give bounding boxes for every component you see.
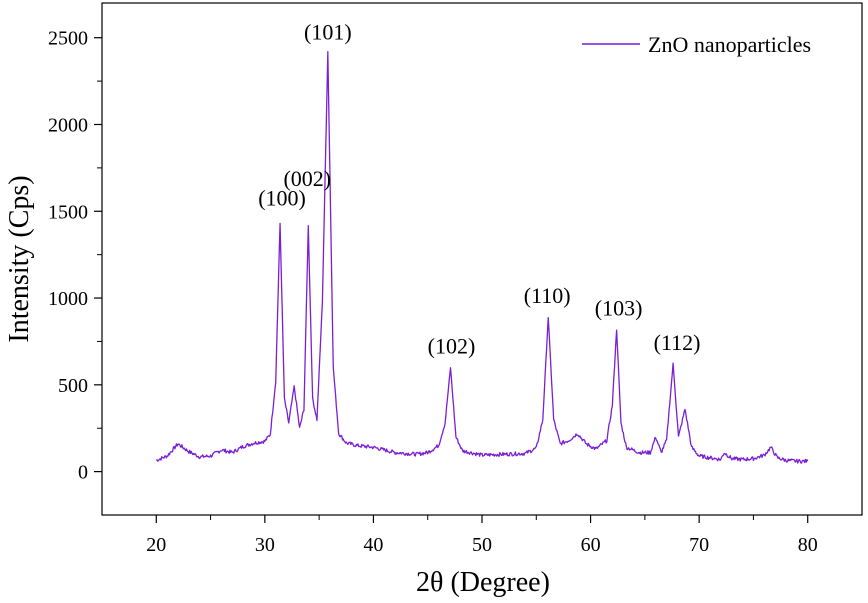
- peak-labels: (100)(002) (101) (102) (110) (103) (112): [258, 20, 700, 359]
- y-tick-label: 2000: [48, 114, 88, 136]
- x-axis-label: 2θ (Degree): [416, 567, 550, 598]
- x-tick-label: 20: [146, 534, 166, 556]
- x-tick-label: 80: [798, 534, 818, 556]
- y-axis-label: Intensity (Cps): [4, 175, 35, 342]
- x-tick-label: 50: [472, 534, 492, 556]
- legend: ZnO nanoparticles: [582, 32, 811, 57]
- y-axis-ticks: 0 500 1000 1500 2000 2500: [48, 28, 102, 484]
- y-tick-label: 2500: [48, 28, 88, 50]
- x-tick-label: 70: [689, 534, 709, 556]
- x-tick-label: 40: [363, 534, 383, 556]
- y-tick-label: 500: [58, 375, 88, 397]
- peak-label: (112): [654, 330, 701, 355]
- x-tick-label: 60: [581, 534, 601, 556]
- peak-label: (103): [595, 295, 643, 320]
- peak-label: (101): [304, 20, 352, 45]
- x-tick-label: 30: [255, 534, 275, 556]
- peak-label: (100): [258, 185, 306, 210]
- y-tick-label: 0: [78, 462, 88, 484]
- y-tick-label: 1000: [48, 288, 88, 310]
- peak-label: (002): [283, 166, 331, 191]
- peak-label: (110): [524, 283, 571, 308]
- series-line: [155, 50, 809, 464]
- x-axis-ticks: 20 30 40 50 60 70 80: [146, 515, 818, 556]
- plot-frame: [101, 2, 863, 516]
- legend-label: ZnO nanoparticles: [648, 32, 811, 57]
- series-layer: [155, 50, 809, 464]
- peak-label: (102): [428, 333, 476, 358]
- y-tick-label: 1500: [48, 201, 88, 223]
